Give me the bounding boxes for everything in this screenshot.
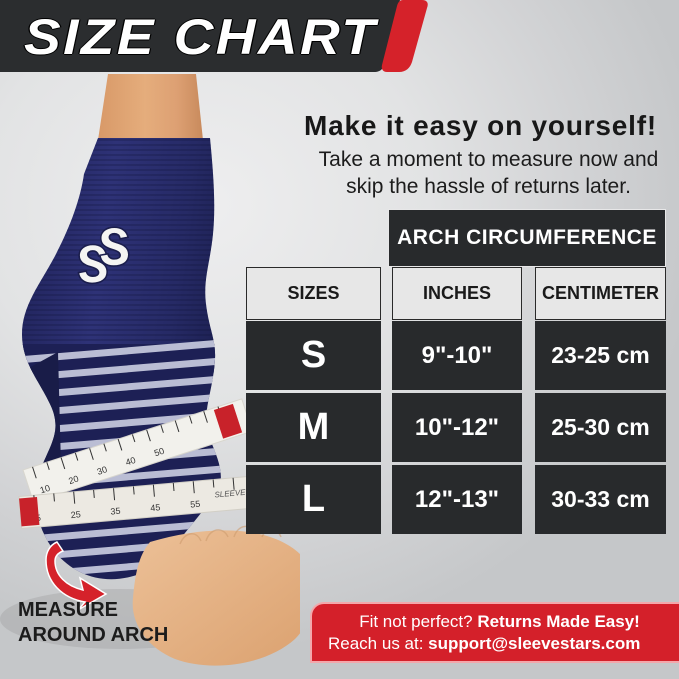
svg-text:45: 45 [150, 502, 161, 513]
svg-text:55: 55 [190, 499, 201, 510]
svg-text:25: 25 [70, 509, 81, 520]
svg-text:35: 35 [110, 506, 121, 517]
